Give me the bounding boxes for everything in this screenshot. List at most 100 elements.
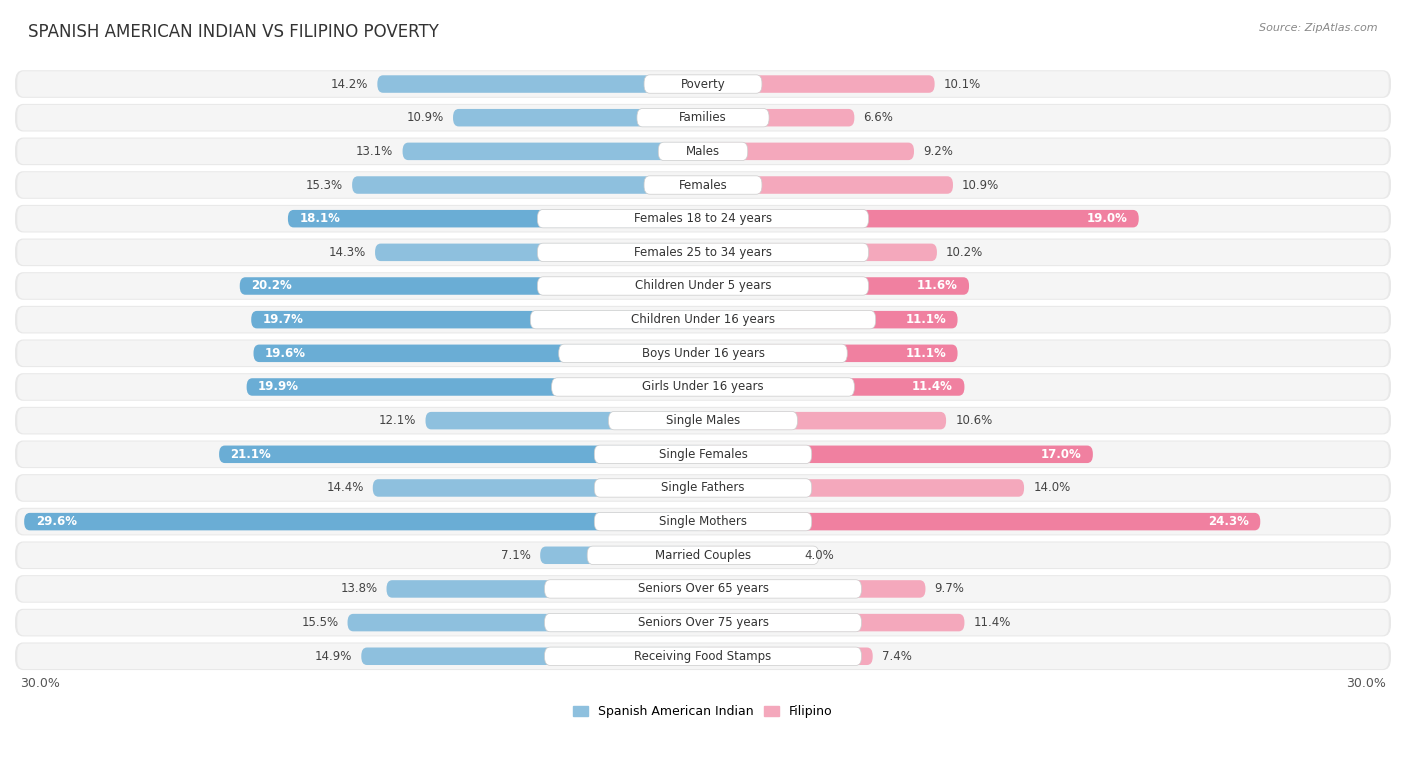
FancyBboxPatch shape xyxy=(703,143,914,160)
FancyBboxPatch shape xyxy=(253,345,703,362)
FancyBboxPatch shape xyxy=(588,546,818,565)
Text: 11.1%: 11.1% xyxy=(905,313,946,326)
FancyBboxPatch shape xyxy=(703,311,957,328)
FancyBboxPatch shape xyxy=(595,512,811,531)
FancyBboxPatch shape xyxy=(15,239,1391,266)
FancyBboxPatch shape xyxy=(15,104,1391,131)
Text: Poverty: Poverty xyxy=(681,77,725,90)
Text: 10.2%: 10.2% xyxy=(946,246,983,258)
FancyBboxPatch shape xyxy=(17,273,1389,299)
Text: 14.3%: 14.3% xyxy=(329,246,366,258)
Text: Girls Under 16 years: Girls Under 16 years xyxy=(643,381,763,393)
Text: 9.7%: 9.7% xyxy=(935,582,965,596)
FancyBboxPatch shape xyxy=(17,172,1389,198)
FancyBboxPatch shape xyxy=(544,580,862,598)
FancyBboxPatch shape xyxy=(17,644,1389,669)
FancyBboxPatch shape xyxy=(373,479,703,496)
FancyBboxPatch shape xyxy=(703,479,1024,496)
FancyBboxPatch shape xyxy=(595,445,811,463)
FancyBboxPatch shape xyxy=(703,109,855,127)
FancyBboxPatch shape xyxy=(453,109,703,127)
FancyBboxPatch shape xyxy=(15,475,1391,502)
Text: Children Under 16 years: Children Under 16 years xyxy=(631,313,775,326)
FancyBboxPatch shape xyxy=(644,75,762,93)
FancyBboxPatch shape xyxy=(252,311,703,328)
FancyBboxPatch shape xyxy=(703,243,936,261)
FancyBboxPatch shape xyxy=(540,547,703,564)
FancyBboxPatch shape xyxy=(15,440,1391,468)
Text: 12.1%: 12.1% xyxy=(380,414,416,428)
Text: Married Couples: Married Couples xyxy=(655,549,751,562)
FancyBboxPatch shape xyxy=(551,377,855,396)
FancyBboxPatch shape xyxy=(15,541,1391,569)
Text: 14.9%: 14.9% xyxy=(315,650,352,662)
FancyBboxPatch shape xyxy=(17,441,1389,467)
Text: Source: ZipAtlas.com: Source: ZipAtlas.com xyxy=(1260,23,1378,33)
Text: 11.4%: 11.4% xyxy=(973,616,1011,629)
FancyBboxPatch shape xyxy=(537,243,869,262)
FancyBboxPatch shape xyxy=(703,378,965,396)
Text: 7.1%: 7.1% xyxy=(501,549,531,562)
Text: 19.9%: 19.9% xyxy=(259,381,299,393)
FancyBboxPatch shape xyxy=(703,446,1092,463)
FancyBboxPatch shape xyxy=(15,407,1391,434)
FancyBboxPatch shape xyxy=(703,210,1139,227)
FancyBboxPatch shape xyxy=(240,277,703,295)
FancyBboxPatch shape xyxy=(17,340,1389,366)
FancyBboxPatch shape xyxy=(347,614,703,631)
Text: Females: Females xyxy=(679,179,727,192)
Text: 13.1%: 13.1% xyxy=(356,145,394,158)
Text: Single Mothers: Single Mothers xyxy=(659,515,747,528)
FancyBboxPatch shape xyxy=(703,412,946,429)
FancyBboxPatch shape xyxy=(703,277,969,295)
FancyBboxPatch shape xyxy=(17,105,1389,130)
Text: 19.6%: 19.6% xyxy=(264,347,307,360)
Text: 30.0%: 30.0% xyxy=(20,677,59,690)
FancyBboxPatch shape xyxy=(352,177,703,194)
FancyBboxPatch shape xyxy=(17,71,1389,97)
Text: Seniors Over 75 years: Seniors Over 75 years xyxy=(637,616,769,629)
Text: 10.6%: 10.6% xyxy=(955,414,993,428)
Legend: Spanish American Indian, Filipino: Spanish American Indian, Filipino xyxy=(568,700,838,723)
FancyBboxPatch shape xyxy=(703,75,935,92)
Text: 10.1%: 10.1% xyxy=(943,77,981,90)
FancyBboxPatch shape xyxy=(609,412,797,430)
Text: Families: Families xyxy=(679,111,727,124)
FancyBboxPatch shape xyxy=(17,206,1389,231)
FancyBboxPatch shape xyxy=(558,344,848,362)
FancyBboxPatch shape xyxy=(644,176,762,194)
Text: 24.3%: 24.3% xyxy=(1208,515,1249,528)
FancyBboxPatch shape xyxy=(387,580,703,598)
Text: 11.4%: 11.4% xyxy=(912,381,953,393)
FancyBboxPatch shape xyxy=(15,70,1391,98)
FancyBboxPatch shape xyxy=(17,543,1389,568)
FancyBboxPatch shape xyxy=(15,306,1391,334)
FancyBboxPatch shape xyxy=(703,513,1260,531)
FancyBboxPatch shape xyxy=(377,75,703,92)
FancyBboxPatch shape xyxy=(17,609,1389,635)
Text: 18.1%: 18.1% xyxy=(299,212,340,225)
Text: Single Males: Single Males xyxy=(666,414,740,428)
FancyBboxPatch shape xyxy=(703,647,873,665)
Text: Children Under 5 years: Children Under 5 years xyxy=(634,280,772,293)
FancyBboxPatch shape xyxy=(530,311,876,329)
FancyBboxPatch shape xyxy=(703,345,957,362)
Text: 10.9%: 10.9% xyxy=(962,179,1000,192)
FancyBboxPatch shape xyxy=(595,479,811,497)
Text: 9.2%: 9.2% xyxy=(924,145,953,158)
FancyBboxPatch shape xyxy=(15,575,1391,603)
FancyBboxPatch shape xyxy=(15,171,1391,199)
Text: SPANISH AMERICAN INDIAN VS FILIPINO POVERTY: SPANISH AMERICAN INDIAN VS FILIPINO POVE… xyxy=(28,23,439,41)
Text: Boys Under 16 years: Boys Under 16 years xyxy=(641,347,765,360)
Text: 7.4%: 7.4% xyxy=(882,650,911,662)
FancyBboxPatch shape xyxy=(537,209,869,228)
FancyBboxPatch shape xyxy=(361,647,703,665)
Text: Single Females: Single Females xyxy=(658,448,748,461)
FancyBboxPatch shape xyxy=(15,508,1391,535)
Text: 4.0%: 4.0% xyxy=(804,549,834,562)
FancyBboxPatch shape xyxy=(703,580,925,598)
FancyBboxPatch shape xyxy=(658,143,748,161)
Text: 13.8%: 13.8% xyxy=(340,582,377,596)
FancyBboxPatch shape xyxy=(15,205,1391,233)
Text: 11.1%: 11.1% xyxy=(905,347,946,360)
